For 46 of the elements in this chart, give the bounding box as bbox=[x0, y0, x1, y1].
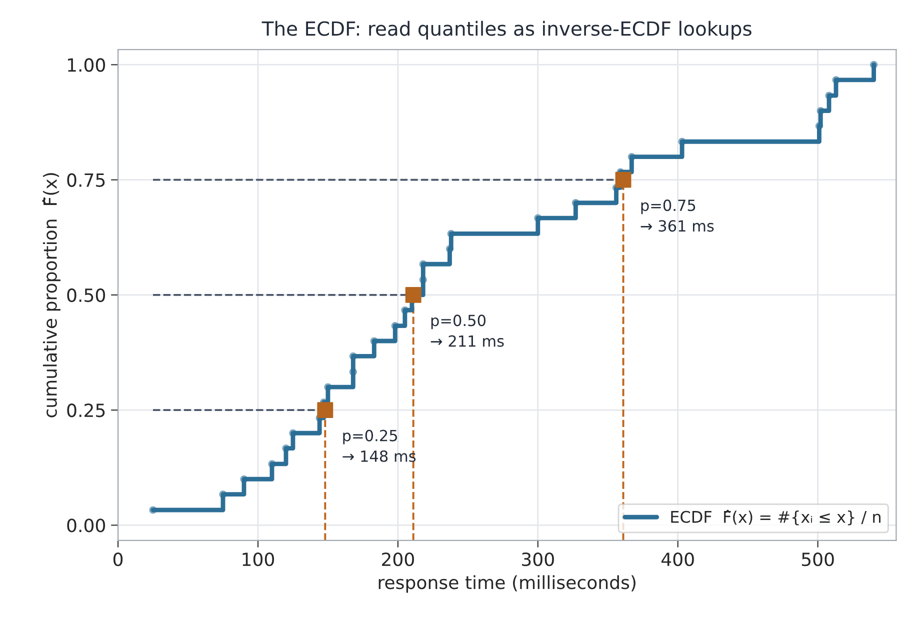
y-tick-label: 0.00 bbox=[67, 518, 106, 532]
point bbox=[268, 460, 276, 468]
annotation: p=0.25 → 148 ms bbox=[342, 430, 416, 462]
point bbox=[317, 402, 334, 418]
point bbox=[149, 506, 157, 514]
x-axis-title: response time (milliseconds) bbox=[378, 575, 636, 593]
y-axis-title: cumulative proportion F̂(x) bbox=[42, 173, 60, 418]
point bbox=[628, 153, 636, 161]
point bbox=[572, 199, 580, 207]
point bbox=[815, 122, 824, 130]
x-tick-label: 0 bbox=[113, 552, 123, 566]
chart-title: The ECDF: read quantiles as inverse-ECDF lookups bbox=[262, 20, 752, 40]
x-tick-label: 300 bbox=[522, 552, 554, 566]
x-tick-label: 500 bbox=[802, 552, 834, 566]
x-tick-label: 400 bbox=[662, 552, 694, 566]
point bbox=[870, 60, 878, 69]
x-tick-label: 100 bbox=[242, 552, 274, 566]
point bbox=[289, 429, 297, 437]
y-tick-label: 0.25 bbox=[67, 404, 105, 418]
x-tick-label: 200 bbox=[382, 552, 414, 566]
point bbox=[219, 490, 227, 498]
point bbox=[282, 444, 290, 452]
point bbox=[832, 76, 840, 84]
point bbox=[349, 352, 357, 360]
point bbox=[349, 368, 357, 376]
point bbox=[419, 276, 427, 284]
point bbox=[401, 306, 409, 314]
annotation: p=0.75 → 361 ms bbox=[640, 200, 714, 232]
point bbox=[678, 138, 686, 146]
y-tick-label: 1.00 bbox=[68, 58, 106, 72]
point bbox=[405, 286, 422, 303]
point bbox=[324, 383, 332, 391]
annotation: p=0.50 → 211 ms bbox=[430, 314, 504, 347]
y-tick-label: 0.50 bbox=[67, 288, 106, 302]
point bbox=[615, 172, 632, 188]
point bbox=[447, 230, 455, 238]
y-tick-label: 0.75 bbox=[67, 173, 105, 187]
point bbox=[534, 214, 542, 222]
point bbox=[446, 245, 454, 253]
point bbox=[816, 106, 824, 115]
point bbox=[370, 337, 378, 345]
point bbox=[391, 322, 399, 330]
point bbox=[419, 260, 427, 268]
legend-label: ECDF F̂(x) = #{xᵢ ≤ x} / n bbox=[671, 510, 880, 526]
point bbox=[825, 92, 833, 100]
point bbox=[240, 475, 248, 483]
